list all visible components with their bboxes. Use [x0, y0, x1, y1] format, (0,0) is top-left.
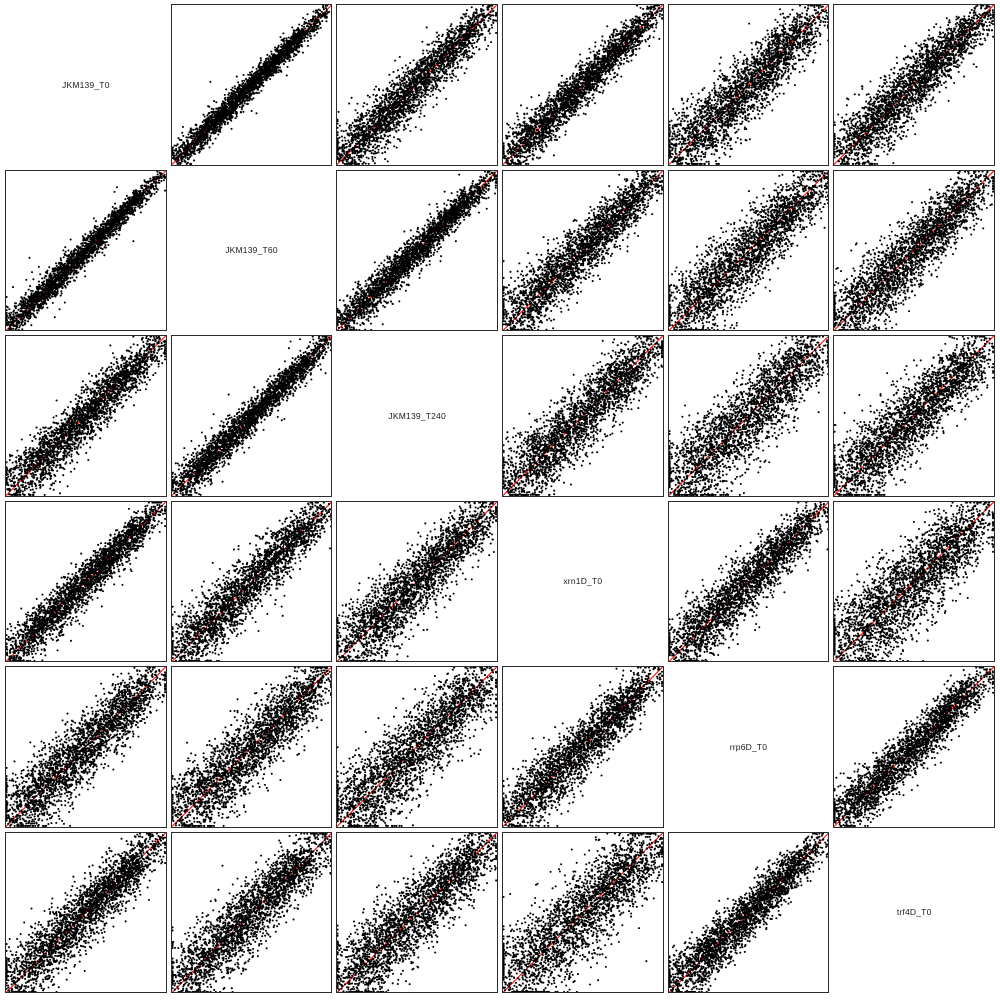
data-points — [669, 336, 829, 496]
scatter-canvas — [172, 833, 332, 993]
scatter-canvas — [172, 336, 332, 496]
scatter-panel-jkm139_t60-vs-jkm139_t240[interactable] — [171, 335, 333, 497]
scatter-panel-jkm139_t0-vs-trf4d_t0[interactable] — [5, 832, 167, 994]
scatter-panel-xrn1d_t0-vs-jkm139_t60[interactable] — [502, 170, 664, 332]
scatter-canvas — [337, 171, 497, 331]
scatter-panel-jkm139_t0-vs-rrp6d_t0[interactable] — [5, 666, 167, 828]
scatter-canvas — [337, 502, 497, 662]
scatter-canvas — [6, 833, 166, 993]
variable-label: rrp6D_T0 — [730, 742, 768, 752]
scatter-canvas — [834, 336, 994, 496]
scatter-panel-trf4d_t0-vs-xrn1d_t0[interactable] — [833, 501, 995, 663]
scatter-panel-jkm139_t0-vs-jkm139_t240[interactable] — [5, 335, 167, 497]
scatter-panel-jkm139_t60-vs-xrn1d_t0[interactable] — [171, 501, 333, 663]
scatter-canvas — [6, 336, 166, 496]
data-points — [337, 171, 497, 331]
scatter-canvas — [503, 171, 663, 331]
scatter-canvas — [503, 833, 663, 993]
scatter-panel-jkm139_t60-vs-rrp6d_t0[interactable] — [171, 666, 333, 828]
scatter-panel-jkm139_t0-vs-jkm139_t60[interactable] — [5, 170, 167, 332]
variable-label: trf4D_T0 — [897, 907, 932, 917]
scatter-panel-xrn1d_t0-vs-rrp6d_t0[interactable] — [502, 666, 664, 828]
scatter-panel-xrn1d_t0-vs-trf4d_t0[interactable] — [502, 832, 664, 994]
scatter-canvas — [669, 5, 829, 165]
scatter-canvas — [503, 667, 663, 827]
variable-label: JKM139_T60 — [225, 245, 278, 255]
scatter-panel-trf4d_t0-vs-jkm139_t240[interactable] — [833, 335, 995, 497]
data-points — [6, 336, 166, 496]
diagonal-cell-jkm139_t240: JKM139_T240 — [334, 333, 500, 499]
scatter-panel-rrp6d_t0-vs-xrn1d_t0[interactable] — [668, 501, 830, 663]
scatter-canvas — [669, 502, 829, 662]
data-points — [834, 171, 994, 331]
diagonal-cell-trf4d_t0: trf4D_T0 — [831, 830, 997, 996]
scatter-panel-jkm139_t0-vs-xrn1d_t0[interactable] — [5, 501, 167, 663]
scatter-canvas — [503, 5, 663, 165]
scatter-panel-xrn1d_t0-vs-jkm139_t240[interactable] — [502, 335, 664, 497]
diagonal-cell-xrn1d_t0: xrn1D_T0 — [500, 499, 666, 665]
scatter-panel-trf4d_t0-vs-jkm139_t0[interactable] — [833, 4, 995, 166]
data-points — [172, 5, 330, 165]
variable-label: xrn1D_T0 — [563, 576, 602, 586]
scatter-canvas — [503, 336, 663, 496]
scatter-panel-jkm139_t60-vs-jkm139_t0[interactable] — [171, 4, 333, 166]
diagonal-cell-jkm139_t60: JKM139_T60 — [169, 168, 335, 334]
identity-reference-line — [503, 336, 663, 496]
variable-label: JKM139_T0 — [62, 80, 110, 90]
identity-reference-line — [337, 667, 497, 827]
scatter-panel-rrp6d_t0-vs-trf4d_t0[interactable] — [668, 832, 830, 994]
scatter-canvas — [669, 833, 829, 993]
scatter-canvas — [834, 171, 994, 331]
scatter-canvas — [669, 171, 829, 331]
scatter-panel-jkm139_t240-vs-jkm139_t0[interactable] — [336, 4, 498, 166]
scatter-canvas — [172, 667, 332, 827]
scatter-panel-rrp6d_t0-vs-jkm139_t240[interactable] — [668, 335, 830, 497]
scatter-canvas — [6, 171, 166, 331]
scatter-panel-trf4d_t0-vs-jkm139_t60[interactable] — [833, 170, 995, 332]
scatter-panel-jkm139_t240-vs-rrp6d_t0[interactable] — [336, 666, 498, 828]
scatter-panel-rrp6d_t0-vs-jkm139_t60[interactable] — [668, 170, 830, 332]
scatter-panel-jkm139_t60-vs-trf4d_t0[interactable] — [171, 832, 333, 994]
variable-label: JKM139_T240 — [388, 411, 445, 421]
data-points — [6, 502, 166, 662]
scatter-canvas — [172, 502, 332, 662]
data-points — [834, 5, 994, 165]
scatter-canvas — [337, 667, 497, 827]
diagonal-cell-rrp6d_t0: rrp6D_T0 — [666, 664, 832, 830]
scatter-canvas — [834, 5, 994, 165]
data-points — [172, 336, 332, 496]
scatter-panel-rrp6d_t0-vs-jkm139_t0[interactable] — [668, 4, 830, 166]
data-points — [337, 502, 497, 662]
scatter-canvas — [6, 667, 166, 827]
scatter-panel-jkm139_t240-vs-xrn1d_t0[interactable] — [336, 501, 498, 663]
scatter-canvas — [337, 5, 497, 165]
scatter-panel-xrn1d_t0-vs-jkm139_t0[interactable] — [502, 4, 664, 166]
scatter-canvas — [834, 667, 994, 827]
scatter-canvas — [172, 5, 332, 165]
data-points — [172, 833, 332, 993]
scatter-canvas — [6, 502, 166, 662]
scatter-canvas — [669, 336, 829, 496]
scatter-canvas — [337, 833, 497, 993]
identity-reference-line — [669, 171, 829, 331]
data-points — [834, 667, 994, 827]
scatter-panel-jkm139_t240-vs-jkm139_t60[interactable] — [336, 170, 498, 332]
scatter-canvas — [834, 502, 994, 662]
data-points — [6, 833, 166, 993]
diagonal-cell-jkm139_t0: JKM139_T0 — [3, 2, 169, 168]
scatter-panel-trf4d_t0-vs-rrp6d_t0[interactable] — [833, 666, 995, 828]
data-points — [172, 667, 332, 827]
data-points — [6, 171, 166, 331]
scatter-panel-jkm139_t240-vs-trf4d_t0[interactable] — [336, 832, 498, 994]
